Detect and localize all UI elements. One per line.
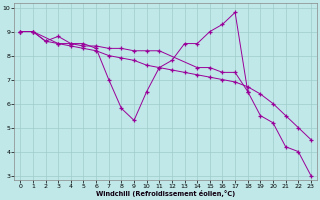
X-axis label: Windchill (Refroidissement éolien,°C): Windchill (Refroidissement éolien,°C): [96, 190, 235, 197]
